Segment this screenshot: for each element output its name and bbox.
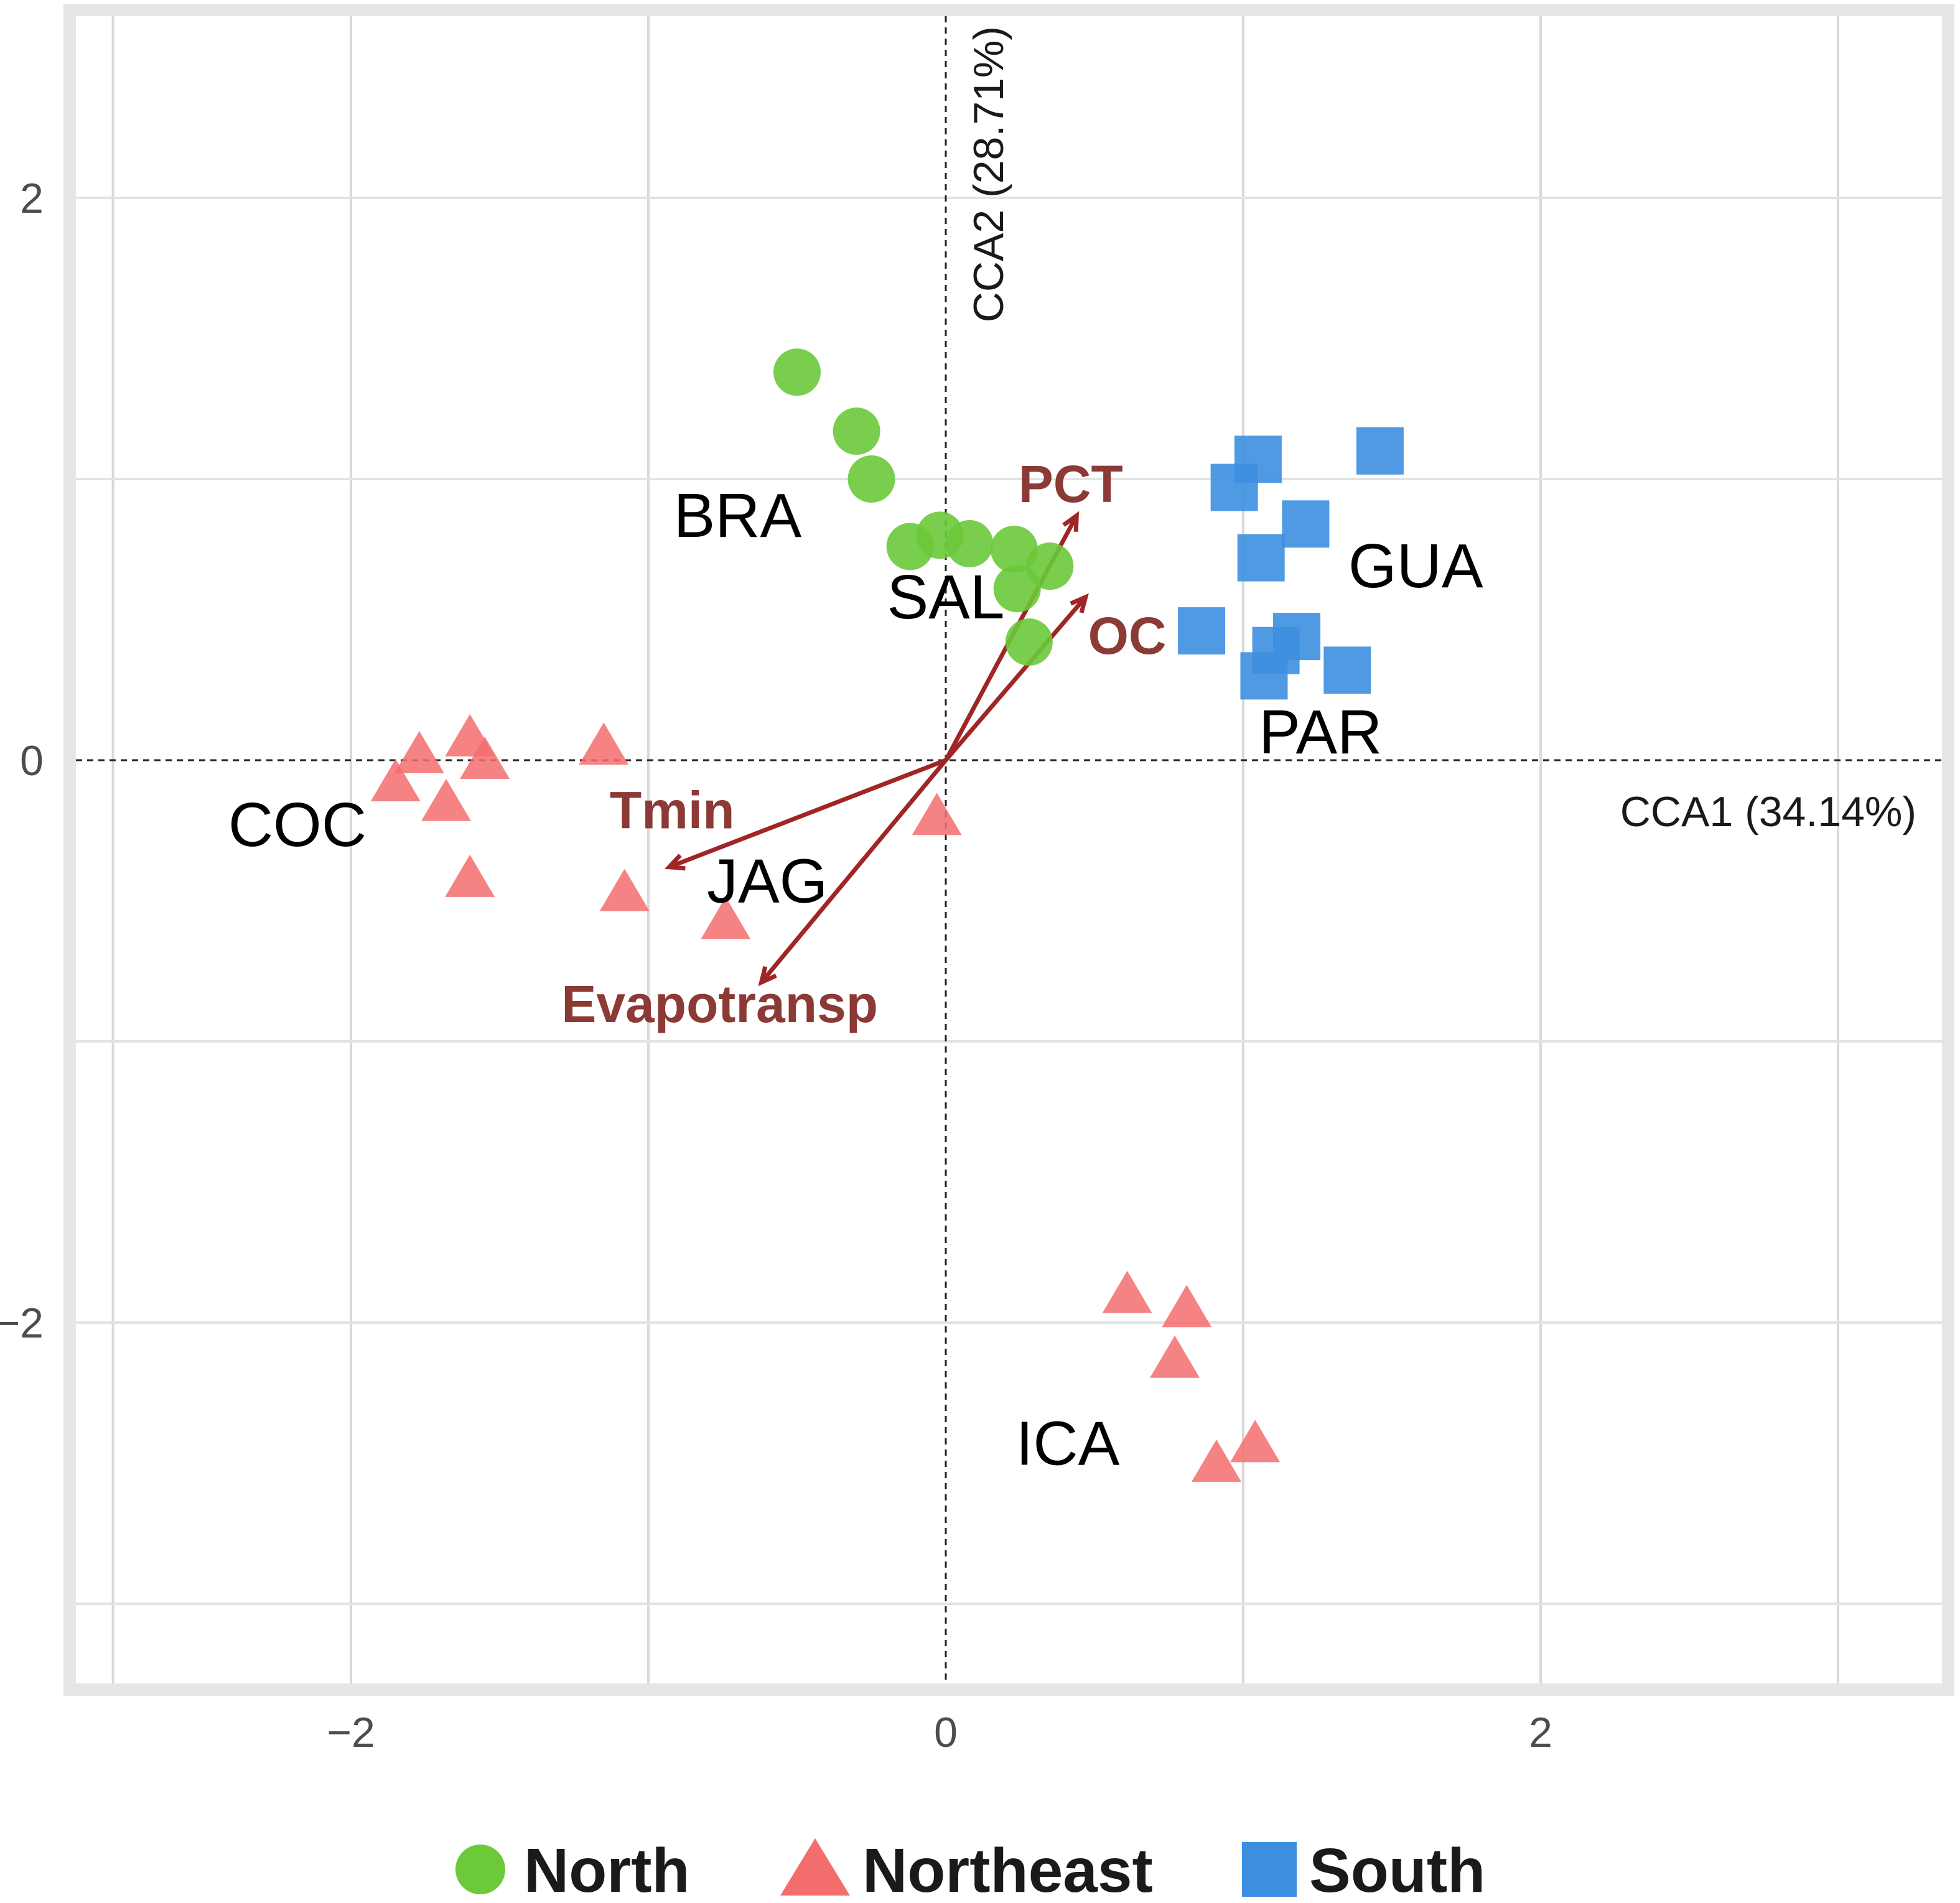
- point-north: [773, 348, 821, 396]
- y-tick-label: 2: [20, 175, 44, 222]
- vector-arrowhead: [664, 854, 686, 871]
- site-label-par: PAR: [1259, 697, 1382, 767]
- x-tick-label: 0: [934, 1709, 958, 1756]
- vector-evapotransp: [759, 758, 948, 984]
- point-northeast: [912, 793, 962, 835]
- point-north: [1005, 618, 1053, 666]
- point-north: [990, 526, 1038, 573]
- x-tick-label: 2: [1529, 1709, 1552, 1756]
- point-northeast: [370, 759, 421, 802]
- point-northeast: [701, 896, 751, 939]
- point-northeast: [579, 722, 629, 765]
- point-north: [946, 519, 994, 567]
- point-south: [1356, 427, 1404, 475]
- legend-key-south: [1242, 1842, 1297, 1897]
- point-northeast: [599, 868, 650, 911]
- point-northeast: [394, 730, 444, 773]
- vector-label-evapotransp: Evapotransp: [561, 975, 878, 1033]
- horizontal-gridlines: [76, 197, 1942, 1605]
- point-northeast: [1230, 1420, 1281, 1463]
- point-south: [1237, 534, 1285, 582]
- site-label-gua: GUA: [1348, 531, 1483, 601]
- vector-tmin: [668, 758, 947, 870]
- point-north: [993, 565, 1041, 613]
- site-labels: BRA SAL GUA PAR COC JAG ICA: [228, 481, 1483, 1479]
- point-south: [1210, 463, 1258, 511]
- point-north: [847, 455, 895, 503]
- legend-label-north: North: [524, 1836, 690, 1903]
- point-northeast: [1162, 1285, 1212, 1328]
- site-label-bra: BRA: [674, 481, 802, 551]
- legend-label-south: South: [1309, 1836, 1485, 1903]
- point-northeast: [1191, 1440, 1241, 1482]
- vector-arrowhead: [1062, 511, 1080, 532]
- x-tick-label: −2: [327, 1709, 375, 1756]
- vector-arrowhead: [758, 966, 777, 987]
- point-south: [1282, 500, 1330, 548]
- point-south: [1240, 652, 1288, 700]
- point-northeast: [1102, 1270, 1152, 1313]
- x-axis-title: CCA1 (34.14%): [1620, 788, 1916, 835]
- zero-reference-lines: [76, 16, 1942, 1683]
- vector-label-pct: PCT: [1019, 455, 1123, 513]
- point-northeast: [421, 778, 471, 821]
- site-label-coc: COC: [228, 790, 366, 860]
- point-south: [1323, 646, 1371, 694]
- y-axis-tick-labels: 2 0 −2: [0, 175, 44, 1347]
- y-tick-label: −2: [0, 1300, 44, 1347]
- legend-key-northeast: [780, 1838, 850, 1896]
- site-label-ica: ICA: [1016, 1408, 1120, 1478]
- site-points: [370, 348, 1404, 1482]
- legend-label-northeast: Northeast: [862, 1836, 1153, 1903]
- vector-label-oc: OC: [1088, 607, 1167, 665]
- vector-arrowhead: [1070, 593, 1089, 613]
- vector-oc: [944, 595, 1088, 762]
- x-axis-tick-labels: −2 0 2: [327, 1709, 1552, 1756]
- y-axis-title: CCA2 (28.71%): [965, 26, 1012, 322]
- vertical-gridlines: [111, 16, 1839, 1683]
- site-label-jag: JAG: [707, 846, 828, 916]
- legend-key-north: [455, 1845, 505, 1894]
- legend: North Northeast South: [455, 1836, 1485, 1903]
- y-tick-label: 0: [20, 737, 44, 784]
- vector-label-tmin: Tmin: [610, 781, 735, 839]
- point-northeast: [445, 854, 495, 897]
- plot-panel-border: [63, 4, 1954, 1696]
- point-northeast: [460, 737, 510, 779]
- site-label-sal: SAL: [887, 562, 1004, 632]
- point-northeast: [1150, 1335, 1200, 1378]
- point-south: [1178, 607, 1226, 655]
- point-north: [833, 407, 880, 455]
- vector-labels: PCT OC Tmin Evapotransp: [561, 455, 1166, 1033]
